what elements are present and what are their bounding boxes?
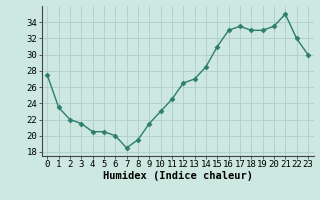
X-axis label: Humidex (Indice chaleur): Humidex (Indice chaleur) <box>103 171 252 181</box>
